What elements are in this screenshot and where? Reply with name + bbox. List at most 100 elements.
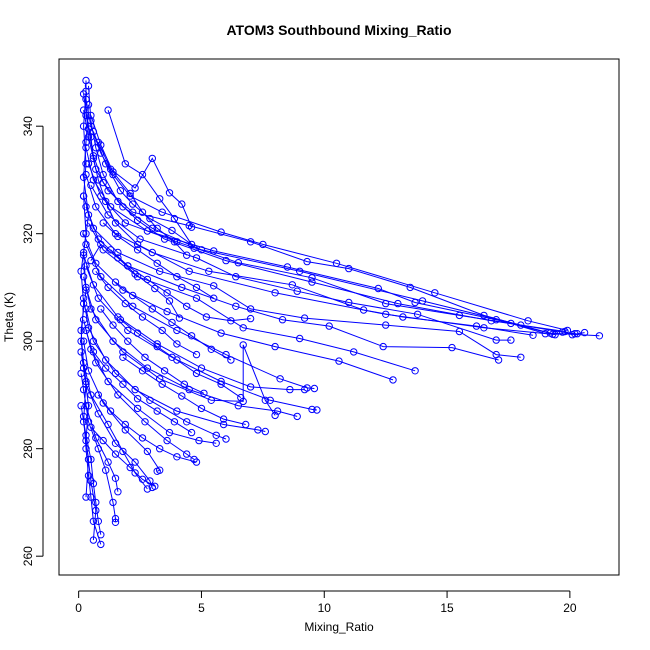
data-point [180,380,189,388]
data-point [124,326,132,335]
data-point [79,418,88,426]
data-point [192,283,201,292]
data-point [119,380,127,388]
data-point [133,329,142,337]
data-point [310,384,319,393]
data-point [205,267,213,275]
data-point [271,342,279,351]
data-point [141,353,149,361]
data-point [153,407,161,415]
data-point [192,254,201,262]
data-point [94,138,103,147]
data-point [79,230,88,238]
data-point [114,488,122,496]
series-30 [77,101,100,544]
data-point [219,415,228,423]
data-point [94,391,103,399]
data-point [222,256,230,265]
y-tick-label: 300 [21,331,35,351]
series-line [97,394,197,463]
y-tick-label: 260 [21,546,35,566]
series-42 [106,246,255,325]
y-tick-label: 320 [21,223,35,243]
data-point [300,385,309,394]
data-point [84,211,93,219]
data-point [239,341,247,349]
data-point [529,331,537,339]
data-point [84,160,93,168]
data-point [133,395,142,403]
data-point [104,283,112,292]
data-point [222,435,230,443]
data-point [89,281,98,289]
data-point [517,353,525,361]
series-39 [94,391,201,466]
x-tick-label: 0 [75,601,82,615]
data-point [173,453,181,461]
data-point [131,385,139,394]
data-point [148,248,157,257]
data-point [121,219,130,227]
data-point [173,326,181,335]
data-point [138,475,147,483]
data-point [455,327,464,336]
series-line [83,389,116,523]
data-point [455,311,464,320]
data-point [141,418,149,426]
data-point [217,380,225,388]
data-point [187,332,196,340]
data-point [87,181,95,190]
series-line [83,110,600,337]
data-point [119,348,127,356]
x-axis: 0 5 10 15 20 [75,590,577,615]
data-point [254,426,262,434]
data-point [293,412,301,421]
data-point [124,337,132,345]
series-line [83,255,305,391]
data-point [261,396,269,404]
data-point [99,178,107,187]
data-point [232,302,240,310]
data-point [148,305,157,313]
series-8 [87,181,515,344]
data-point [551,331,559,339]
data-point [102,160,110,168]
data-point [200,389,208,397]
data-point [273,407,282,415]
data-point [234,259,243,267]
data-point [170,418,179,426]
x-tick-label: 20 [563,601,577,615]
data-point [87,305,95,313]
data-point [183,418,191,426]
data-point [114,391,122,399]
series-line [110,249,251,322]
data-point [212,431,220,439]
data-point [102,197,110,206]
data-point [126,189,134,198]
data-point [227,317,235,325]
data-point [143,447,152,456]
data-point [97,273,105,281]
data-point [109,337,117,345]
data-point [217,329,225,337]
data-point [335,357,343,365]
data-point [300,314,309,322]
data-point [394,299,402,308]
data-point [77,348,85,356]
data-point [153,342,161,351]
data-point [183,302,191,310]
data-point [374,284,382,293]
data-point [138,434,147,442]
data-point [507,336,515,344]
data-point [99,436,107,445]
x-tick-label: 15 [440,601,454,615]
data-point [133,246,142,254]
data-point [82,326,90,335]
data-point [158,208,166,216]
data-point [399,313,407,321]
data-point [82,138,90,147]
data-point [195,436,203,445]
data-point [325,322,333,330]
data-point [92,267,100,275]
data-point [178,283,186,292]
